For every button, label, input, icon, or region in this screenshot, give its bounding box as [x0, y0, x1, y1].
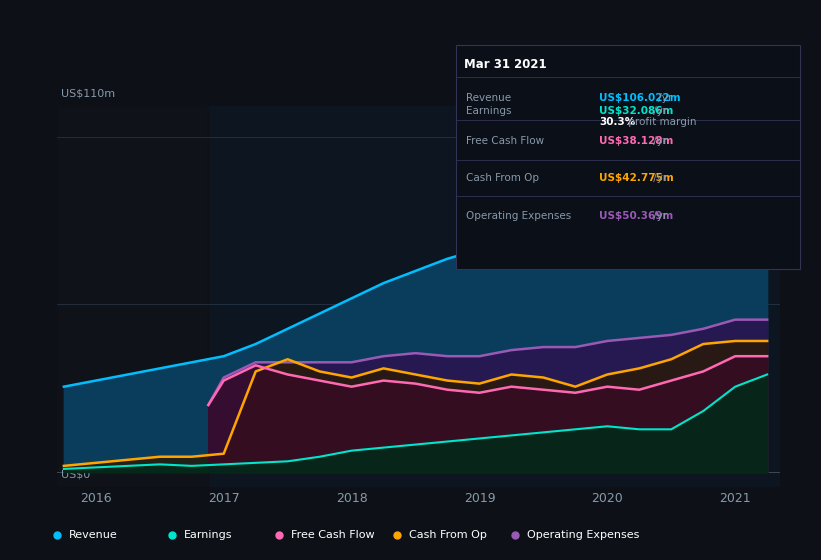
Text: Free Cash Flow: Free Cash Flow	[466, 136, 544, 146]
Bar	[57, 106, 209, 487]
Text: US$106.022m: US$106.022m	[599, 93, 681, 103]
Text: Free Cash Flow: Free Cash Flow	[291, 530, 374, 540]
Text: US$110m: US$110m	[61, 89, 115, 99]
Text: Earnings: Earnings	[466, 106, 511, 116]
Text: Revenue: Revenue	[69, 530, 118, 540]
Text: US$32.086m: US$32.086m	[599, 106, 674, 116]
Text: /yr: /yr	[650, 173, 667, 183]
Text: US$0: US$0	[61, 470, 90, 479]
Text: Cash From Op: Cash From Op	[466, 173, 539, 183]
Text: US$42.775m: US$42.775m	[599, 173, 674, 183]
Text: profit margin: profit margin	[625, 117, 696, 127]
Text: US$50.369m: US$50.369m	[599, 211, 673, 221]
Text: /yr: /yr	[650, 211, 667, 221]
Text: /yr: /yr	[655, 93, 672, 103]
Text: US$38.128m: US$38.128m	[599, 136, 674, 146]
Text: Operating Expenses: Operating Expenses	[466, 211, 571, 221]
Text: 30.3%: 30.3%	[599, 117, 635, 127]
Text: Earnings: Earnings	[184, 530, 232, 540]
Text: /yr: /yr	[650, 106, 667, 116]
Text: /yr: /yr	[650, 136, 667, 146]
Text: Revenue: Revenue	[466, 93, 511, 103]
Text: Cash From Op: Cash From Op	[409, 530, 487, 540]
Text: Mar 31 2021: Mar 31 2021	[464, 58, 547, 71]
Text: Operating Expenses: Operating Expenses	[527, 530, 640, 540]
